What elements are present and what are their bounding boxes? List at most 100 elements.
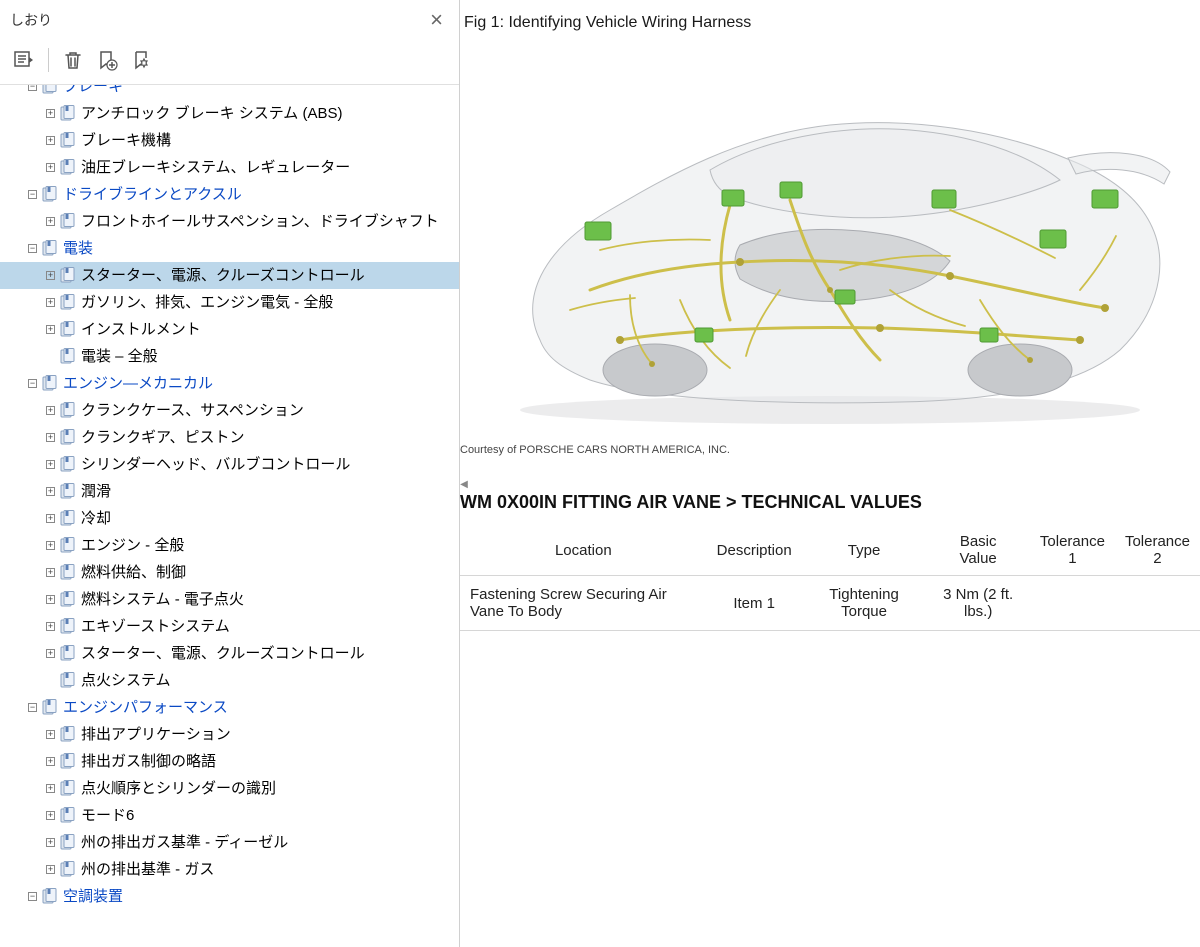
collapse-sidebar-icon[interactable]: ◀ [460, 476, 469, 492]
sidebar-toolbar [0, 40, 459, 85]
tree-expander[interactable]: + [46, 838, 55, 847]
add-bookmark-icon[interactable] [93, 46, 121, 74]
tree-row[interactable]: +州の排出ガス基準 - ディーゼル [0, 829, 459, 856]
tree-row[interactable]: + モード6 [0, 802, 459, 829]
technical-values-table: LocationDescriptionTypeBasicValueToleran… [460, 525, 1200, 631]
tree-label: 冷却 [81, 505, 111, 532]
tree-expander[interactable]: + [46, 433, 55, 442]
tree-expander[interactable]: + [46, 757, 55, 766]
table-header: Location [460, 525, 707, 576]
tree-expander[interactable]: + [46, 811, 55, 820]
tree-expander[interactable]: + [46, 622, 55, 631]
tree-row[interactable]: −空調装置 [0, 883, 459, 910]
tree-row[interactable]: + シリンダーヘッド、バルブコントロール [0, 451, 459, 478]
tree-row[interactable]: +クランクギア、ピストン [0, 424, 459, 451]
section-title: WM 0X00IN FITTING AIR VANE > TECHNICAL V… [460, 472, 1200, 525]
tree-row[interactable]: 点火システム [0, 667, 459, 694]
tree-row[interactable]: − 電装 [0, 235, 459, 262]
tree-expander[interactable]: − [28, 85, 37, 91]
tree-expander[interactable]: + [46, 649, 55, 658]
bookmark-tree-scroll[interactable]: −ブレーキ + アンチロック ブレーキ システム (ABS)+ブレーキ機構+油圧ブレ… [0, 85, 459, 947]
table-cell: Fastening Screw Securing Air Vane To Bod… [460, 576, 707, 631]
tree-row[interactable]: +排出アプリケーション [0, 721, 459, 748]
tree-row[interactable]: + フロントホイールサスペンション、ドライブシャフト [0, 208, 459, 235]
tree-expander[interactable]: + [46, 514, 55, 523]
tree-expander[interactable]: + [46, 730, 55, 739]
tree-row[interactable]: −ブレーキ [0, 85, 459, 100]
tree-expander[interactable]: + [46, 406, 55, 415]
tree-row[interactable]: − エンジンパフォーマンス [0, 694, 459, 721]
tree-label: スターター、電源、クルーズコントロール [81, 262, 365, 289]
tree-label: シリンダーヘッド、バルブコントロール [81, 451, 350, 478]
close-icon[interactable]: × [424, 7, 449, 33]
tree-expander[interactable]: + [46, 541, 55, 550]
tree-expander[interactable]: + [46, 568, 55, 577]
table-cell: 3 Nm (2 ft. lbs.) [926, 576, 1029, 631]
tree-expander[interactable]: + [46, 784, 55, 793]
tree-expander[interactable]: − [28, 703, 37, 712]
tree-expander[interactable]: − [28, 190, 37, 199]
tree-expander[interactable]: + [46, 163, 55, 172]
table-cell: Item 1 [707, 576, 802, 631]
tree-row[interactable]: +排出ガス制御の略語 [0, 748, 459, 775]
tree-expander[interactable]: + [46, 325, 55, 334]
tree-expander[interactable]: + [46, 217, 55, 226]
tree-expander[interactable]: + [46, 865, 55, 874]
tree-row[interactable]: + クランクケース、サスペンション [0, 397, 459, 424]
tree-row[interactable]: + エキゾーストシステム [0, 613, 459, 640]
tree-label: モード6 [81, 802, 134, 829]
tree-row[interactable]: +州の排出基準 - ガス [0, 856, 459, 883]
tree-expander[interactable]: + [46, 136, 55, 145]
delete-icon[interactable] [59, 46, 87, 74]
tree-label: アンチロック ブレーキ システム (ABS) [81, 100, 342, 127]
tree-row[interactable]: +点火順序とシリンダーの識別 [0, 775, 459, 802]
figure-courtesy: Courtesy of PORSCHE CARS NORTH AMERICA, … [460, 444, 1200, 472]
tree-expander[interactable]: + [46, 298, 55, 307]
sidebar-title: しおり [10, 10, 52, 30]
tree-label: エキゾーストシステム [81, 613, 230, 640]
tree-row[interactable]: + 冷却 [0, 505, 459, 532]
tree-expander[interactable]: − [28, 379, 37, 388]
tree-expander[interactable]: + [46, 109, 55, 118]
tree-row[interactable]: + 潤滑 [0, 478, 459, 505]
figure-title: Fig 1: Identifying Vehicle Wiring Harnes… [464, 4, 1200, 38]
tree-row[interactable]: + スターター、電源、クルーズコントロール [0, 640, 459, 667]
tree-row[interactable]: + 燃料供給、制御 [0, 559, 459, 586]
tree-label: 潤滑 [81, 478, 111, 505]
tree-expander[interactable]: + [46, 487, 55, 496]
table-header: Tolerance1 [1030, 525, 1115, 576]
bookmark-settings-icon[interactable] [127, 46, 155, 74]
tree-label: スターター、電源、クルーズコントロール [81, 640, 365, 667]
options-icon[interactable] [10, 46, 38, 74]
tree-label: 電装 – 全般 [81, 343, 158, 370]
tree-row[interactable]: −エンジン—メカニカル [0, 370, 459, 397]
tree-row[interactable]: + アンチロック ブレーキ システム (ABS) [0, 100, 459, 127]
content-pane: ◀ Fig 1: Identifying Vehicle Wiring Harn… [460, 0, 1200, 947]
bookmarks-sidebar: しおり × −ブレーキ + アンチロック ブレーキ システム (ABS)+ブレーキ機… [0, 0, 460, 947]
tree-label: フロントホイールサスペンション、ドライブシャフト [81, 208, 439, 235]
tree-row[interactable]: +ガソリン、排気、エンジン電気 - 全般 [0, 289, 459, 316]
tree-row[interactable]: + スターター、電源、クルーズコントロール [0, 262, 459, 289]
table-cell [1115, 576, 1200, 631]
tree-row[interactable]: +エンジン - 全般 [0, 532, 459, 559]
tree-expander[interactable]: − [28, 892, 37, 901]
tree-label: ドライブラインとアクスル [63, 181, 242, 208]
tree-row[interactable]: 電装 – 全般 [0, 343, 459, 370]
tree-row[interactable]: − ドライブラインとアクスル [0, 181, 459, 208]
tree-expander[interactable]: + [46, 271, 55, 280]
table-cell: Tightening Torque [802, 576, 927, 631]
tree-label: エンジンパフォーマンス [63, 694, 228, 721]
tree-expander[interactable]: − [28, 244, 37, 253]
tree-row[interactable]: +油圧ブレーキシステム、レギュレーター [0, 154, 459, 181]
tree-expander[interactable]: + [46, 460, 55, 469]
tree-label: 点火システム [81, 667, 171, 694]
tree-label: 電装 [63, 235, 93, 262]
table-row: Fastening Screw Securing Air Vane To Bod… [460, 576, 1200, 631]
tree-label: クランクケース、サスペンション [81, 397, 304, 424]
tree-label: インストルメント [81, 316, 201, 343]
tree-label: 燃料供給、制御 [81, 559, 186, 586]
tree-row[interactable]: +燃料システム - 電子点火 [0, 586, 459, 613]
tree-expander[interactable]: + [46, 595, 55, 604]
tree-row[interactable]: +ブレーキ機構 [0, 127, 459, 154]
tree-row[interactable]: + インストルメント [0, 316, 459, 343]
